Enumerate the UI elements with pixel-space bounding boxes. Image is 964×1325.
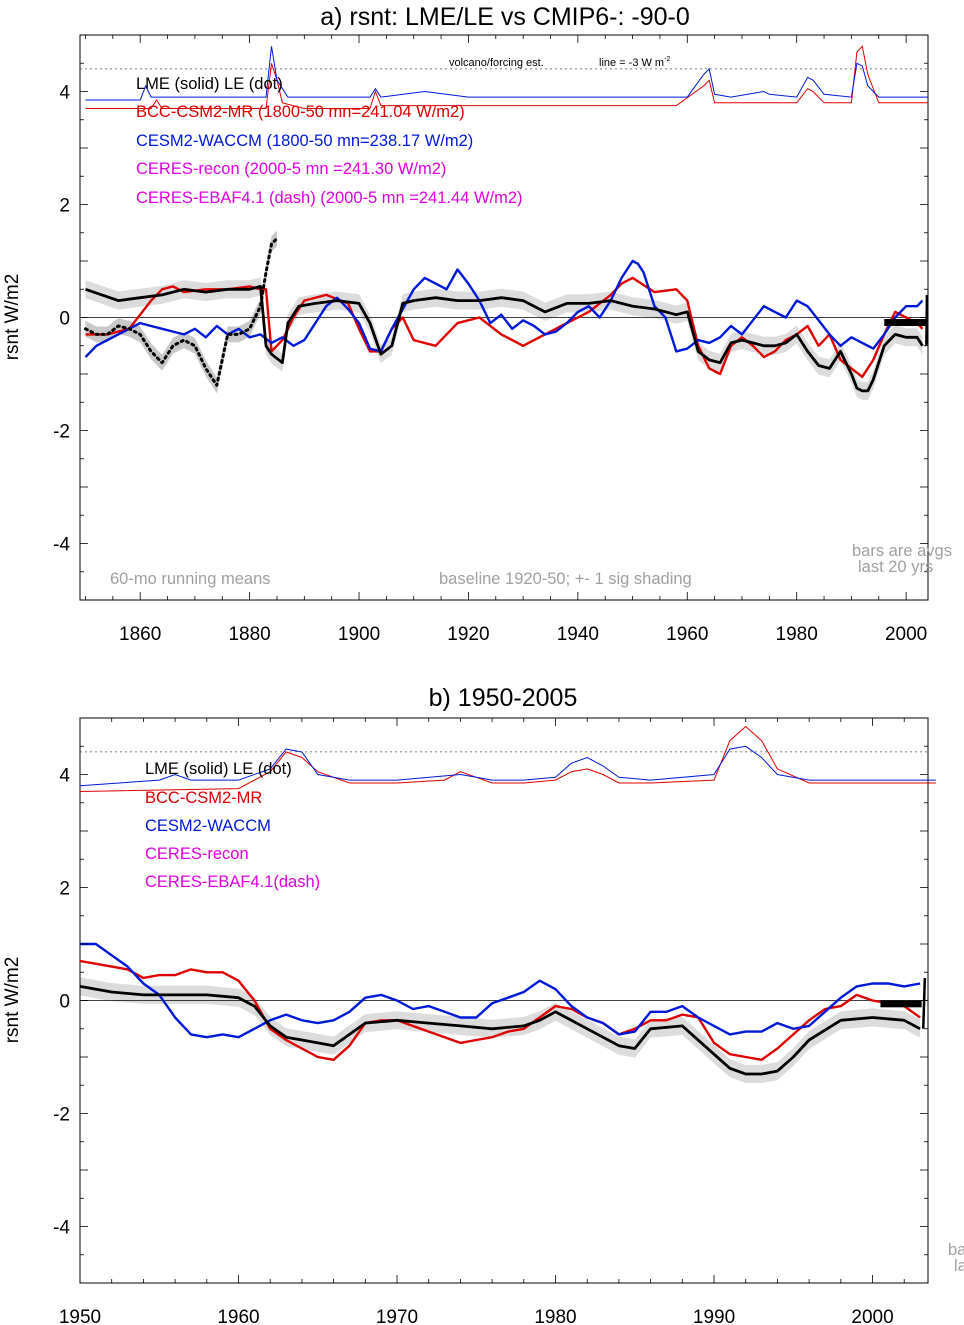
panel-a-ylabel: rsnt W/m2 [2, 274, 23, 361]
running-mean-note: 60-mo running means [110, 570, 271, 588]
x-tick-label: 1970 [376, 1307, 418, 1325]
legend-b-bcc: BCC-CSM2-MR [145, 789, 262, 807]
y-tick-label: 2 [59, 196, 70, 217]
x-tick-label: 2000 [851, 1307, 893, 1325]
panel-b: b) 1950-2005 rsnt W/m2 -4 -2 0 2 4 1950 1960 19… [2, 684, 964, 1325]
x-tick-label: 1920 [447, 624, 489, 645]
last20yr-average-bar [880, 1000, 922, 1008]
legend-ceres-ebaf: CERES-EBAF4.1 (dash) (2000-5 mn =241.44 … [136, 189, 523, 207]
legend-b-ceres-ebaf: CERES-EBAF4.1(dash) [145, 873, 320, 891]
panel-b-series [79, 725, 936, 1076]
x-tick-label: 1980 [534, 1307, 576, 1325]
x-tick-label: 1960 [217, 1307, 259, 1325]
x-tick-label: 1880 [228, 624, 270, 645]
y-tick-label: -2 [53, 1105, 70, 1126]
lme-series-line [79, 985, 921, 1076]
x-tick-label: 1950 [59, 1307, 101, 1325]
bars-note-b-line2: last 20 yrs [954, 1257, 964, 1275]
y-tick-label: 4 [59, 766, 70, 787]
x-tick-label: 1960 [666, 624, 708, 645]
legend-lme-le: LME (solid) LE (dot) [136, 75, 283, 93]
bcc-volcano-line [79, 725, 936, 792]
panel-a-series [84, 45, 929, 393]
cesm-series-line [80, 942, 921, 1039]
lme-series-line [85, 285, 924, 393]
volcano-label: volcano/forcing est. [449, 57, 544, 69]
panel-b-ticks: -4 -2 0 2 4 1950 1960 1970 1980 1990 2000 [53, 717, 928, 1325]
x-tick-label: 1980 [776, 624, 818, 645]
line-scale-label: line = -3 W m-2 [599, 56, 670, 69]
panel-b-legend: LME (solid) LE (dot) BCC-CSM2-MR CESM2-W… [145, 760, 320, 891]
legend-bcc: BCC-CSM2-MR (1800-50 mn=241.04 W/m2) [136, 103, 465, 121]
x-tick-label: 1860 [119, 624, 161, 645]
x-tick-label: 2000 [885, 624, 927, 645]
y-tick-label: 0 [59, 992, 70, 1013]
baseline-note: baseline 1920-50; +- 1 sig shading [439, 570, 692, 588]
cesm-volcano-line [79, 745, 936, 787]
panel-a: a) rsnt: LME/LE vs CMIP6-: -90-0 rsnt W/… [2, 3, 952, 645]
y-tick-label: 2 [59, 879, 70, 900]
le-shading-band [85, 230, 277, 394]
cesm-volcano-line [85, 46, 928, 101]
y-tick-label: 4 [59, 83, 70, 104]
bcc-series-line [85, 276, 924, 378]
lme-shading-band [80, 977, 921, 1083]
last20yr-average-bar [884, 319, 926, 327]
end-uptick [925, 294, 929, 346]
panel-b-ylabel: rsnt W/m2 [2, 957, 23, 1044]
panel-b-shading [80, 977, 921, 1083]
bars-note-line1: bars are avgs [852, 542, 952, 560]
bars-note-line2: last 20 yrs [858, 558, 933, 576]
legend-b-cesm: CESM2-WACCM [145, 817, 271, 835]
bcc-volcano-line [85, 45, 928, 109]
y-tick-label: -2 [53, 422, 70, 443]
legend-cesm: CESM2-WACCM (1800-50 mn=238.17 W/m2) [136, 132, 473, 150]
panel-a-legend: LME (solid) LE (dot) BCC-CSM2-MR (1800-5… [136, 75, 523, 207]
y-tick-label: -4 [53, 535, 70, 556]
legend-b-ceres-recon: CERES-recon [145, 845, 249, 863]
x-tick-label: 1940 [557, 624, 599, 645]
panel-a-title: a) rsnt: LME/LE vs CMIP6-: -90-0 [320, 3, 690, 31]
x-tick-label: 1900 [338, 624, 380, 645]
end-uptick [921, 977, 927, 1029]
x-tick-label: 1990 [693, 1307, 735, 1325]
panel-b-title: b) 1950-2005 [429, 684, 578, 712]
le-series-line [84, 236, 279, 387]
legend-b-lme-le: LME (solid) LE (dot) [145, 760, 292, 778]
bars-note-b-line1: bars are avgs [948, 1241, 964, 1259]
y-tick-label: -4 [53, 1218, 70, 1239]
bcc-series-line [79, 959, 921, 1061]
y-tick-label: 0 [59, 309, 70, 330]
legend-ceres-recon: CERES-recon (2000-5 mn =241.30 W/m2) [136, 160, 446, 178]
panel-a-ticks: -4 -2 0 2 4 1860 1880 1900 1920 1940 1960 1980 2000 [53, 34, 928, 645]
